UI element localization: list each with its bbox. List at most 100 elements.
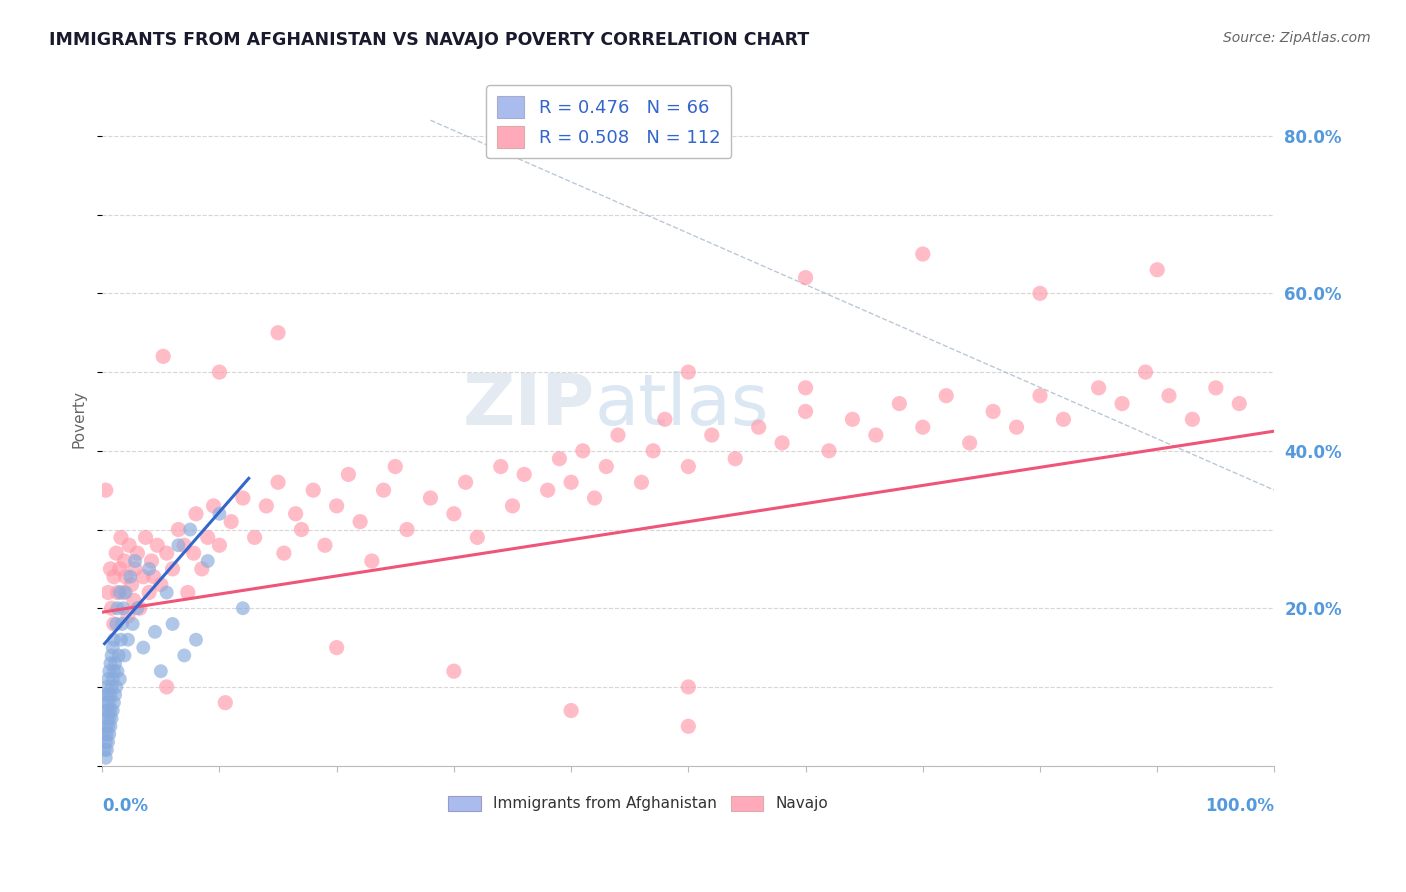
Point bbox=[1205, 381, 1227, 395]
Point bbox=[219, 515, 242, 529]
Point bbox=[100, 680, 122, 694]
Text: ZIP: ZIP bbox=[463, 371, 595, 440]
Text: 0.0%: 0.0% bbox=[103, 797, 148, 814]
Point bbox=[94, 751, 117, 765]
Point bbox=[97, 672, 120, 686]
Point bbox=[177, 585, 200, 599]
Point bbox=[108, 562, 131, 576]
Point bbox=[97, 585, 120, 599]
Point bbox=[678, 459, 700, 474]
Point bbox=[103, 664, 125, 678]
Point bbox=[302, 483, 325, 498]
Point bbox=[141, 554, 163, 568]
Point bbox=[173, 648, 195, 663]
Point bbox=[184, 507, 207, 521]
Point bbox=[167, 538, 190, 552]
Point bbox=[794, 381, 817, 395]
FancyBboxPatch shape bbox=[731, 797, 763, 812]
Point bbox=[395, 523, 418, 537]
Point bbox=[384, 459, 406, 474]
FancyBboxPatch shape bbox=[449, 797, 481, 812]
Point bbox=[114, 648, 136, 663]
Point bbox=[97, 735, 120, 749]
Point bbox=[96, 743, 118, 757]
Point bbox=[208, 507, 231, 521]
Point bbox=[911, 247, 934, 261]
Point bbox=[630, 475, 652, 490]
Point bbox=[1146, 262, 1168, 277]
Point bbox=[97, 719, 120, 733]
Point bbox=[325, 640, 347, 655]
Point bbox=[841, 412, 863, 426]
Point bbox=[101, 704, 124, 718]
Point bbox=[93, 743, 115, 757]
Point bbox=[114, 585, 136, 599]
Point bbox=[1181, 412, 1204, 426]
Point bbox=[1111, 396, 1133, 410]
Point bbox=[1052, 412, 1074, 426]
Point bbox=[173, 538, 195, 552]
Point bbox=[889, 396, 911, 410]
Point bbox=[107, 601, 129, 615]
Point bbox=[794, 404, 817, 418]
Point bbox=[149, 664, 172, 678]
Point bbox=[101, 640, 124, 655]
Point bbox=[152, 349, 174, 363]
Point bbox=[284, 507, 307, 521]
Point bbox=[94, 483, 117, 498]
Point bbox=[114, 570, 136, 584]
Point bbox=[103, 632, 125, 647]
Point bbox=[1135, 365, 1157, 379]
Point bbox=[112, 585, 135, 599]
Point bbox=[103, 570, 125, 584]
Point bbox=[208, 365, 231, 379]
Point bbox=[654, 412, 676, 426]
Text: 100.0%: 100.0% bbox=[1205, 797, 1274, 814]
Point bbox=[349, 515, 371, 529]
Point bbox=[419, 491, 441, 505]
Point bbox=[179, 523, 201, 537]
Point bbox=[103, 617, 125, 632]
Point bbox=[100, 601, 122, 615]
Point bbox=[96, 711, 118, 725]
Point bbox=[443, 664, 465, 678]
Point bbox=[162, 562, 184, 576]
Point bbox=[135, 530, 157, 544]
Point bbox=[132, 570, 155, 584]
Point bbox=[97, 704, 120, 718]
Point bbox=[94, 688, 117, 702]
Point bbox=[678, 719, 700, 733]
Point bbox=[117, 609, 139, 624]
Point bbox=[142, 570, 165, 584]
Point bbox=[112, 601, 135, 615]
Point bbox=[191, 562, 214, 576]
Point bbox=[794, 270, 817, 285]
Point bbox=[100, 719, 122, 733]
Point bbox=[96, 696, 118, 710]
Point bbox=[167, 523, 190, 537]
Point bbox=[184, 632, 207, 647]
Text: Immigrants from Afghanistan: Immigrants from Afghanistan bbox=[492, 797, 717, 811]
Point bbox=[103, 696, 125, 710]
Point bbox=[122, 593, 145, 607]
Text: Navajo: Navajo bbox=[775, 797, 828, 811]
Point bbox=[770, 436, 793, 450]
Text: atlas: atlas bbox=[595, 371, 769, 440]
Point bbox=[132, 640, 155, 655]
Point bbox=[124, 554, 146, 568]
Text: Source: ZipAtlas.com: Source: ZipAtlas.com bbox=[1223, 31, 1371, 45]
Point bbox=[121, 617, 143, 632]
Point bbox=[94, 704, 117, 718]
Point bbox=[162, 617, 184, 632]
Point bbox=[128, 601, 150, 615]
Point bbox=[100, 704, 122, 718]
Point bbox=[724, 451, 747, 466]
Point bbox=[489, 459, 512, 474]
Point bbox=[97, 688, 120, 702]
Point bbox=[98, 664, 121, 678]
Point bbox=[117, 632, 139, 647]
Y-axis label: Poverty: Poverty bbox=[72, 391, 86, 449]
Point bbox=[1005, 420, 1028, 434]
Point bbox=[118, 538, 141, 552]
Point bbox=[98, 711, 121, 725]
